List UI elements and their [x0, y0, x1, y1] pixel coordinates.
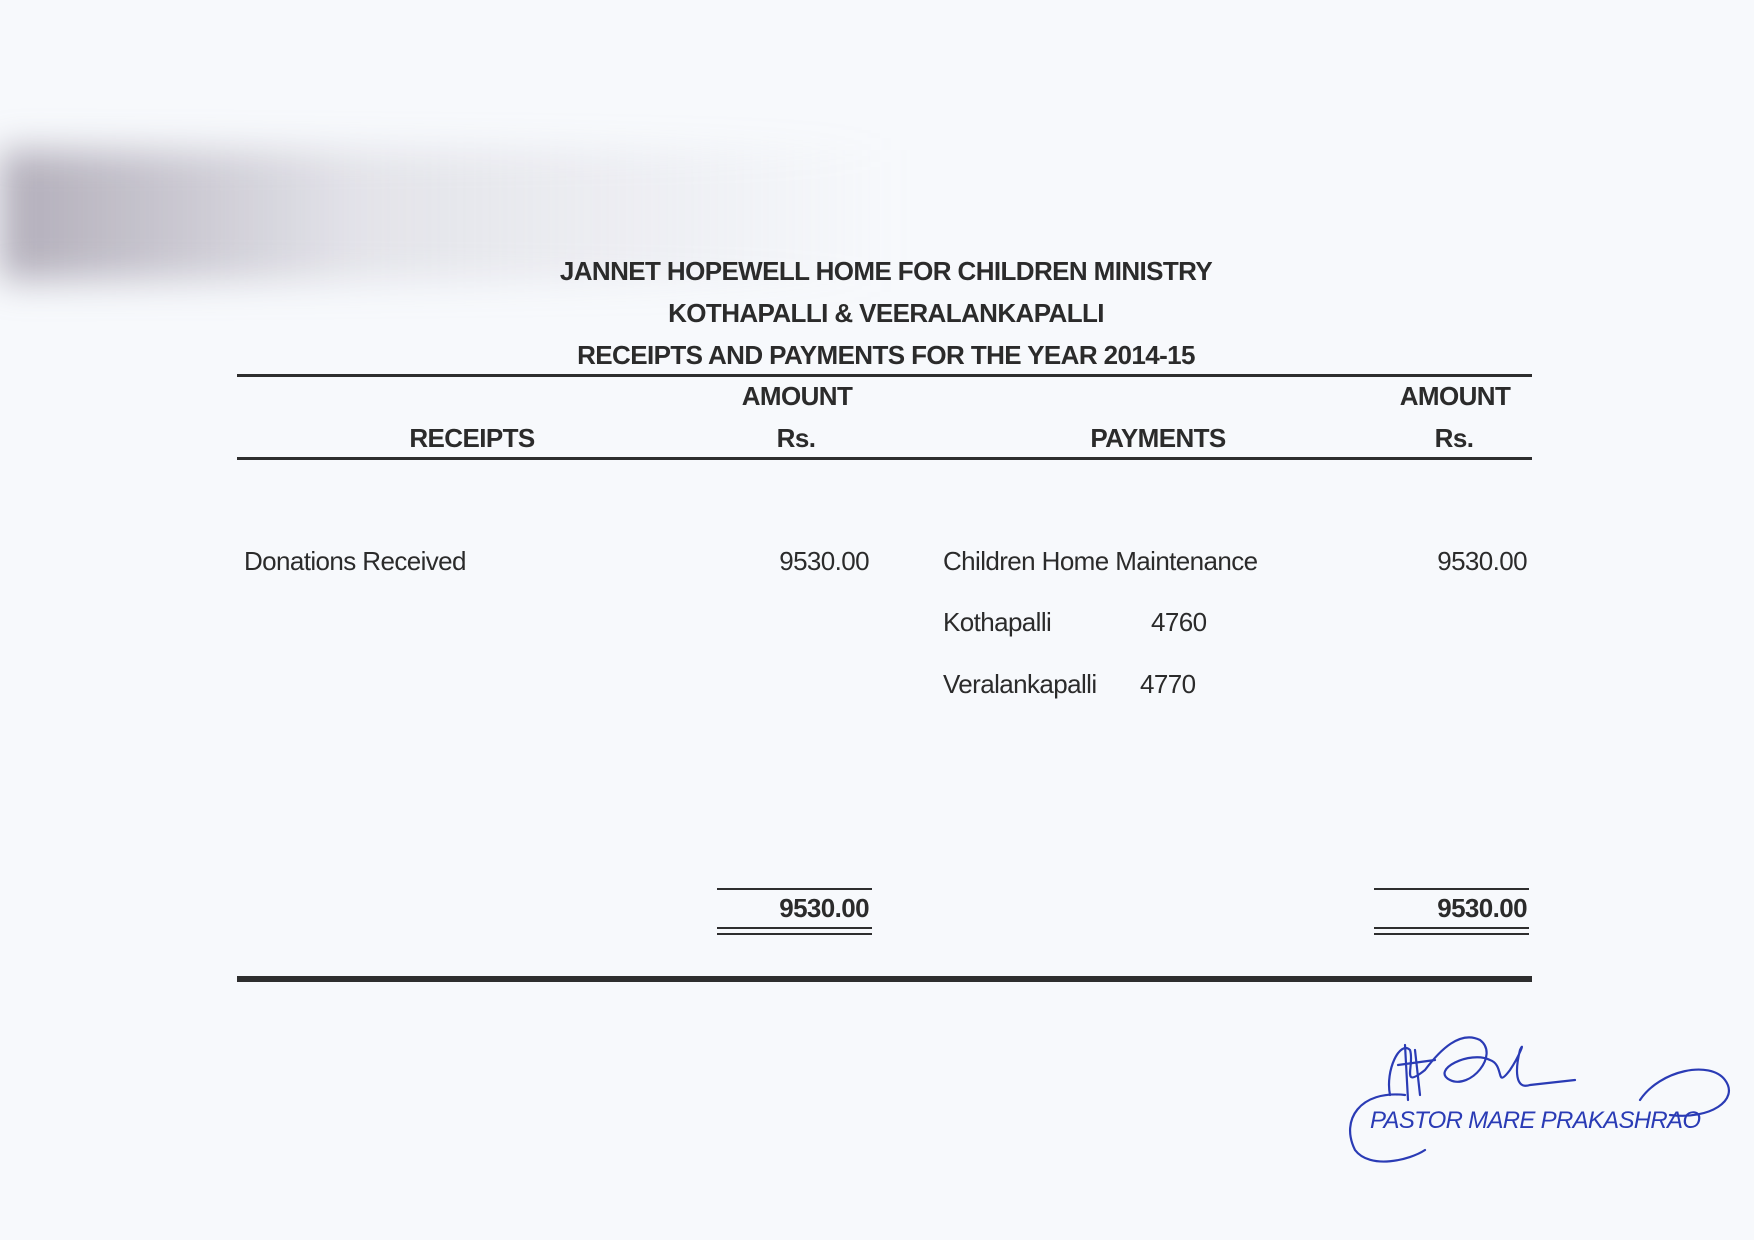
receipts-currency-header: Rs.	[776, 423, 816, 453]
statement-title: RECEIPTS AND PAYMENTS FOR THE YEAR 2014-…	[577, 340, 1195, 370]
organization-title: JANNET HOPEWELL HOME FOR CHILDREN MINIST…	[559, 256, 1213, 286]
receipts-total-rule	[717, 888, 872, 890]
scan-shadow	[0, 150, 900, 280]
closing-rule	[237, 976, 1532, 982]
payment-amount: 9530.00	[1437, 546, 1527, 576]
signature-name: PASTOR MARE PRAKASHRAO	[1370, 1107, 1700, 1134]
payments-header: PAYMENTS	[1090, 423, 1226, 453]
signature: PASTOR MARE PRAKASHRAO	[1349, 1036, 1731, 1163]
payment-label: Children Home Maintenance	[943, 546, 1258, 576]
receipts-total: 9530.00	[779, 893, 869, 923]
breakdown-amount: 4770	[1140, 669, 1196, 699]
payments-total-rule	[1374, 888, 1529, 890]
breakdown-amount: 4760	[1151, 607, 1207, 637]
receipts-double-rule	[717, 927, 872, 929]
receipts-header: RECEIPTS	[409, 423, 535, 453]
receipt-label: Donations Received	[244, 546, 467, 576]
receipt-amount: 9530.00	[779, 546, 869, 576]
header-top-rule	[237, 374, 1532, 377]
header-bottom-rule	[237, 457, 1532, 460]
payments-amount-header: AMOUNT	[1399, 381, 1511, 411]
payments-double-rule	[1374, 933, 1529, 935]
payments-total: 9530.00	[1437, 893, 1527, 923]
breakdown-label: Kothapalli	[943, 607, 1052, 637]
breakdown-label: Veralankapalli	[943, 669, 1097, 699]
receipts-double-rule	[717, 933, 872, 935]
locations-title: KOTHAPALLI & VEERALANKAPALLI	[668, 298, 1104, 328]
payments-currency-header: Rs.	[1434, 423, 1474, 453]
receipts-amount-header: AMOUNT	[741, 381, 853, 411]
payments-double-rule	[1374, 927, 1529, 929]
